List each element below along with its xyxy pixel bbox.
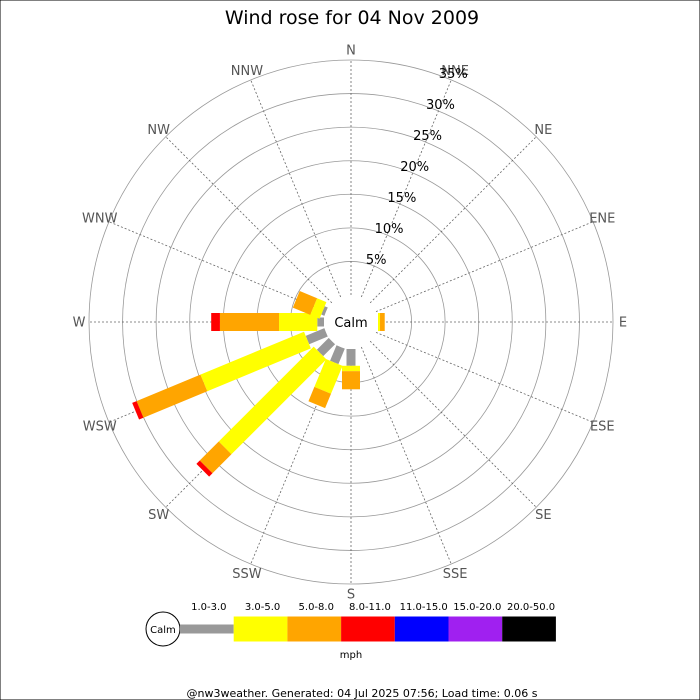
legend-units: mph <box>340 650 362 661</box>
radial-tick-label-2: 10% <box>375 222 404 237</box>
legend-label-5: 11.0-15.0 <box>400 602 448 613</box>
spoke-nw <box>165 136 333 304</box>
wind-petals <box>132 291 385 477</box>
legend-swatch-1 <box>180 624 234 634</box>
petal-w-bin-1 <box>317 317 324 327</box>
radial-tick-label-5: 25% <box>413 129 442 144</box>
direction-label-sse: SSE <box>443 567 468 582</box>
direction-label-nne: NNE <box>441 64 469 79</box>
direction-label-n: N <box>346 44 356 59</box>
spoke-nne <box>360 79 452 298</box>
direction-label-ne: NE <box>534 123 552 138</box>
spoke-nnw <box>250 79 342 298</box>
petal-sw <box>196 337 336 477</box>
petal-s <box>342 349 360 390</box>
petal-sw-bin-1 <box>316 337 336 357</box>
petal-s-bin-3 <box>342 371 360 390</box>
petal-sw-bin-3 <box>199 441 232 474</box>
direction-label-w: W <box>73 316 86 331</box>
polar-labels: N NNE NE ENE E ESE SE SSE S SSW SW WSW W WNW NW NNW Calm… <box>73 44 628 603</box>
legend-swatch-5 <box>394 616 449 642</box>
legend-swatch-6 <box>448 616 503 642</box>
legend-label-1: 1.0-3.0 <box>191 602 226 613</box>
petal-s-bin-2 <box>342 365 360 372</box>
legend-label-2: 3.0-5.0 <box>245 602 280 613</box>
radial-tick-label-1: 5% <box>366 253 387 268</box>
radial-tick-label-3: 15% <box>387 191 416 206</box>
legend-calm-label: Calm <box>150 625 176 636</box>
petal-w <box>211 313 324 331</box>
petal-ssw-bin-2 <box>314 359 343 394</box>
petal-wsw-bin-1 <box>305 328 328 345</box>
legend-swatch-7 <box>502 616 556 642</box>
legend-swatch-4 <box>341 616 395 642</box>
direction-label-nnw: NNW <box>231 64 263 79</box>
direction-label-e: E <box>619 316 627 331</box>
legend-label-7: 20.0-50.0 <box>507 602 555 613</box>
petal-ssw-bin-1 <box>330 345 345 365</box>
petal-wsw <box>132 328 328 420</box>
petal-w-bin-3 <box>219 313 280 331</box>
spoke-ene <box>375 221 594 313</box>
spoke-wnw <box>108 221 327 313</box>
petal-e <box>377 313 385 331</box>
direction-label-ese: ESE <box>590 420 615 435</box>
direction-label-wnw: WNW <box>82 211 118 226</box>
direction-label-se: SE <box>535 508 551 523</box>
petal-wsw-bin-4 <box>132 401 144 420</box>
direction-label-nw: NW <box>147 123 170 138</box>
petal-s-bin-1 <box>346 349 356 366</box>
petal-wsw-bin-3 <box>136 374 208 418</box>
petal-w-bin-4 <box>211 313 220 331</box>
direction-label-wsw: WSW <box>83 420 117 435</box>
petal-e-bin-2 <box>377 313 381 331</box>
radial-tick-label-7: 35% <box>439 67 468 82</box>
petal-w-bin-2 <box>279 313 318 331</box>
radial-ring-4 <box>189 160 513 484</box>
direction-label-ene: ENE <box>589 211 615 226</box>
radial-tick-label-4: 20% <box>400 160 429 175</box>
petal-sw-bin-4 <box>196 460 213 477</box>
petal-wsw-bin-2 <box>200 331 311 392</box>
radial-ring-5 <box>155 126 547 518</box>
calm-circle <box>324 295 378 349</box>
legend-label-4: 8.0-11.0 <box>349 602 391 613</box>
petal-wnw-bin-3 <box>292 291 318 315</box>
chart-title: Wind rose for 04 Nov 2009 <box>225 7 479 29</box>
legend-label-3: 5.0-8.0 <box>299 602 334 613</box>
direction-label-s: S <box>347 588 355 603</box>
polar-grid <box>88 59 614 585</box>
direction-label-ssw: SSW <box>232 567 262 582</box>
spoke-ssw <box>250 346 342 565</box>
speed-legend: Calm 1.0-3.0 3.0-5.0 5.0-8.0 8.0-11.0 11.0-15… <box>145 602 556 661</box>
radial-tick-label-6: 30% <box>426 98 455 113</box>
petal-wnw <box>292 291 328 319</box>
petal-sw-bin-2 <box>218 346 327 455</box>
spoke-ne <box>369 136 537 304</box>
petal-e-bin-3 <box>380 313 385 331</box>
chart-footer: @nw3weather. Generated: 04 Jul 2025 07:5… <box>187 687 538 700</box>
radial-ring-7 <box>88 59 614 585</box>
petal-wnw-bin-1 <box>321 306 328 316</box>
spoke-se <box>369 340 537 508</box>
petal-ssw-bin-3 <box>308 386 331 409</box>
calm-label: Calm <box>334 316 367 331</box>
spoke-ese <box>375 331 594 423</box>
spoke-sse <box>360 346 452 565</box>
petal-wnw-bin-2 <box>310 298 327 319</box>
legend-label-6: 15.0-20.0 <box>453 602 501 613</box>
legend-swatch-3 <box>287 616 342 642</box>
petal-ssw <box>308 345 345 409</box>
legend-swatch-2 <box>233 616 288 642</box>
direction-label-sw: SW <box>148 508 169 523</box>
